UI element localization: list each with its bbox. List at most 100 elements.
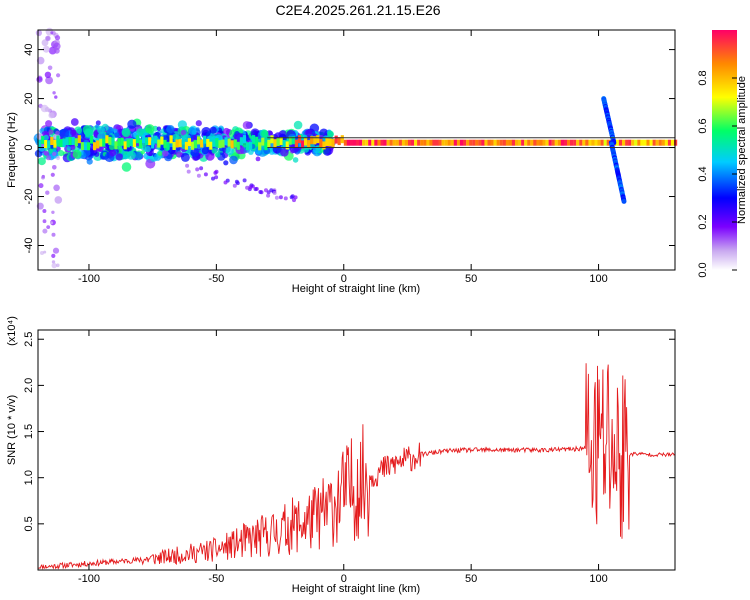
main-tone-cell bbox=[365, 139, 369, 146]
main-tone-cell bbox=[249, 141, 253, 150]
main-tone-cell bbox=[310, 136, 314, 145]
x-tick-label: -50 bbox=[208, 573, 224, 585]
main-tone-cell bbox=[511, 139, 516, 146]
main-tone-cell bbox=[239, 137, 243, 146]
spectral-cell bbox=[292, 198, 296, 203]
spectral-cell bbox=[45, 76, 53, 85]
main-tone-cell bbox=[652, 139, 656, 146]
main-tone-cell bbox=[615, 139, 620, 146]
spectral-cell bbox=[180, 152, 190, 162]
spectral-cell bbox=[115, 153, 123, 161]
spectral-cell bbox=[56, 263, 60, 268]
main-tone-cell bbox=[71, 137, 75, 145]
main-tone-cell bbox=[438, 139, 442, 146]
spectral-cell bbox=[51, 253, 56, 258]
main-tone-cell bbox=[340, 135, 344, 144]
spectral-cell bbox=[38, 183, 44, 189]
main-tone-cell bbox=[576, 139, 580, 146]
spectral-cell bbox=[214, 175, 219, 180]
spectral-cell bbox=[157, 151, 163, 157]
main-tone-cell bbox=[618, 139, 623, 146]
spectral-cell bbox=[35, 29, 43, 37]
spectral-cell bbox=[51, 232, 56, 237]
main-tone-cell bbox=[499, 139, 503, 146]
spectral-cell bbox=[195, 120, 202, 127]
main-tone-cell bbox=[157, 139, 161, 148]
main-tone-cell bbox=[227, 138, 231, 147]
spectral-cell bbox=[289, 195, 294, 200]
main-tone-cell bbox=[218, 140, 222, 149]
spectral-cell bbox=[56, 73, 61, 78]
spectral-cell bbox=[54, 95, 58, 99]
main-tone-cell bbox=[138, 140, 143, 148]
main-tone-cell bbox=[313, 136, 317, 145]
main-tone-cell bbox=[59, 139, 63, 148]
main-tone-cell bbox=[573, 139, 577, 146]
main-tone-cell bbox=[530, 139, 534, 146]
main-tone-cell bbox=[273, 139, 277, 148]
main-tone-cell bbox=[117, 138, 121, 147]
main-tone-cell bbox=[322, 141, 326, 150]
main-tone-cell bbox=[426, 139, 430, 146]
spectral-cell bbox=[223, 180, 228, 185]
spectrogram-x-ticks: -100 -50 0 50 100 bbox=[78, 30, 608, 285]
main-tone-cell bbox=[74, 138, 78, 147]
spectral-cell bbox=[40, 251, 44, 255]
main-tone-cell bbox=[582, 139, 586, 146]
main-tone-cell bbox=[50, 137, 54, 145]
spectral-cell bbox=[54, 35, 61, 41]
spectral-cell bbox=[156, 126, 162, 131]
spectral-cell bbox=[222, 127, 230, 135]
main-tone-cell bbox=[337, 137, 341, 146]
x-tick-label: -100 bbox=[78, 573, 100, 585]
spectral-cell bbox=[122, 154, 128, 160]
main-tone-cell bbox=[380, 139, 384, 146]
spectral-cell bbox=[55, 155, 61, 161]
main-tone-cell bbox=[123, 141, 127, 150]
main-tone-cell bbox=[349, 139, 354, 146]
spectral-cell bbox=[225, 146, 234, 156]
main-tone-cell bbox=[463, 139, 467, 146]
spectral-cell bbox=[272, 191, 277, 195]
main-tone-cell bbox=[524, 139, 528, 146]
main-tone-cell bbox=[291, 136, 295, 145]
spectral-cell bbox=[43, 151, 48, 156]
spectral-cell bbox=[214, 169, 219, 174]
spectral-cell bbox=[280, 148, 289, 157]
main-tone-cell bbox=[597, 139, 601, 146]
main-tone-cell bbox=[496, 139, 500, 146]
spectral-cell bbox=[211, 176, 215, 181]
main-tone-cell bbox=[120, 137, 124, 146]
main-tone-cell bbox=[184, 141, 188, 150]
main-tone-cell bbox=[252, 135, 256, 144]
spectral-cell bbox=[211, 148, 218, 154]
main-tone-cell bbox=[233, 139, 237, 148]
spectral-cell bbox=[58, 150, 65, 157]
spectral-cell bbox=[215, 152, 221, 158]
main-tone-cell bbox=[429, 139, 433, 146]
main-tone-cell bbox=[319, 139, 323, 147]
main-tone-cell bbox=[603, 139, 607, 146]
main-tone-cell bbox=[423, 139, 427, 146]
main-tone-cell bbox=[567, 139, 571, 146]
main-tone-cell bbox=[285, 141, 289, 150]
main-tone-cell bbox=[261, 137, 265, 146]
main-tone-cell bbox=[420, 139, 424, 146]
spectral-cell bbox=[186, 169, 191, 174]
x-tick-label: 0 bbox=[341, 573, 347, 585]
main-tone-cell bbox=[493, 139, 497, 146]
snr-y-label: SNR (10 * v/v) bbox=[6, 395, 18, 465]
spectral-cell bbox=[95, 120, 101, 126]
main-tone-cell bbox=[432, 139, 436, 146]
main-tone-cell bbox=[90, 135, 94, 144]
spectral-cell bbox=[72, 149, 82, 159]
main-tone-cell bbox=[288, 136, 292, 145]
main-tone-cell bbox=[383, 139, 387, 146]
main-tone-cell bbox=[267, 139, 271, 148]
spectral-cell bbox=[83, 149, 91, 157]
main-tone-cell bbox=[649, 139, 653, 146]
main-tone-cell bbox=[270, 135, 274, 144]
main-tone-cell bbox=[163, 139, 167, 148]
spectral-cell bbox=[50, 172, 55, 177]
spectral-cell bbox=[70, 145, 76, 150]
